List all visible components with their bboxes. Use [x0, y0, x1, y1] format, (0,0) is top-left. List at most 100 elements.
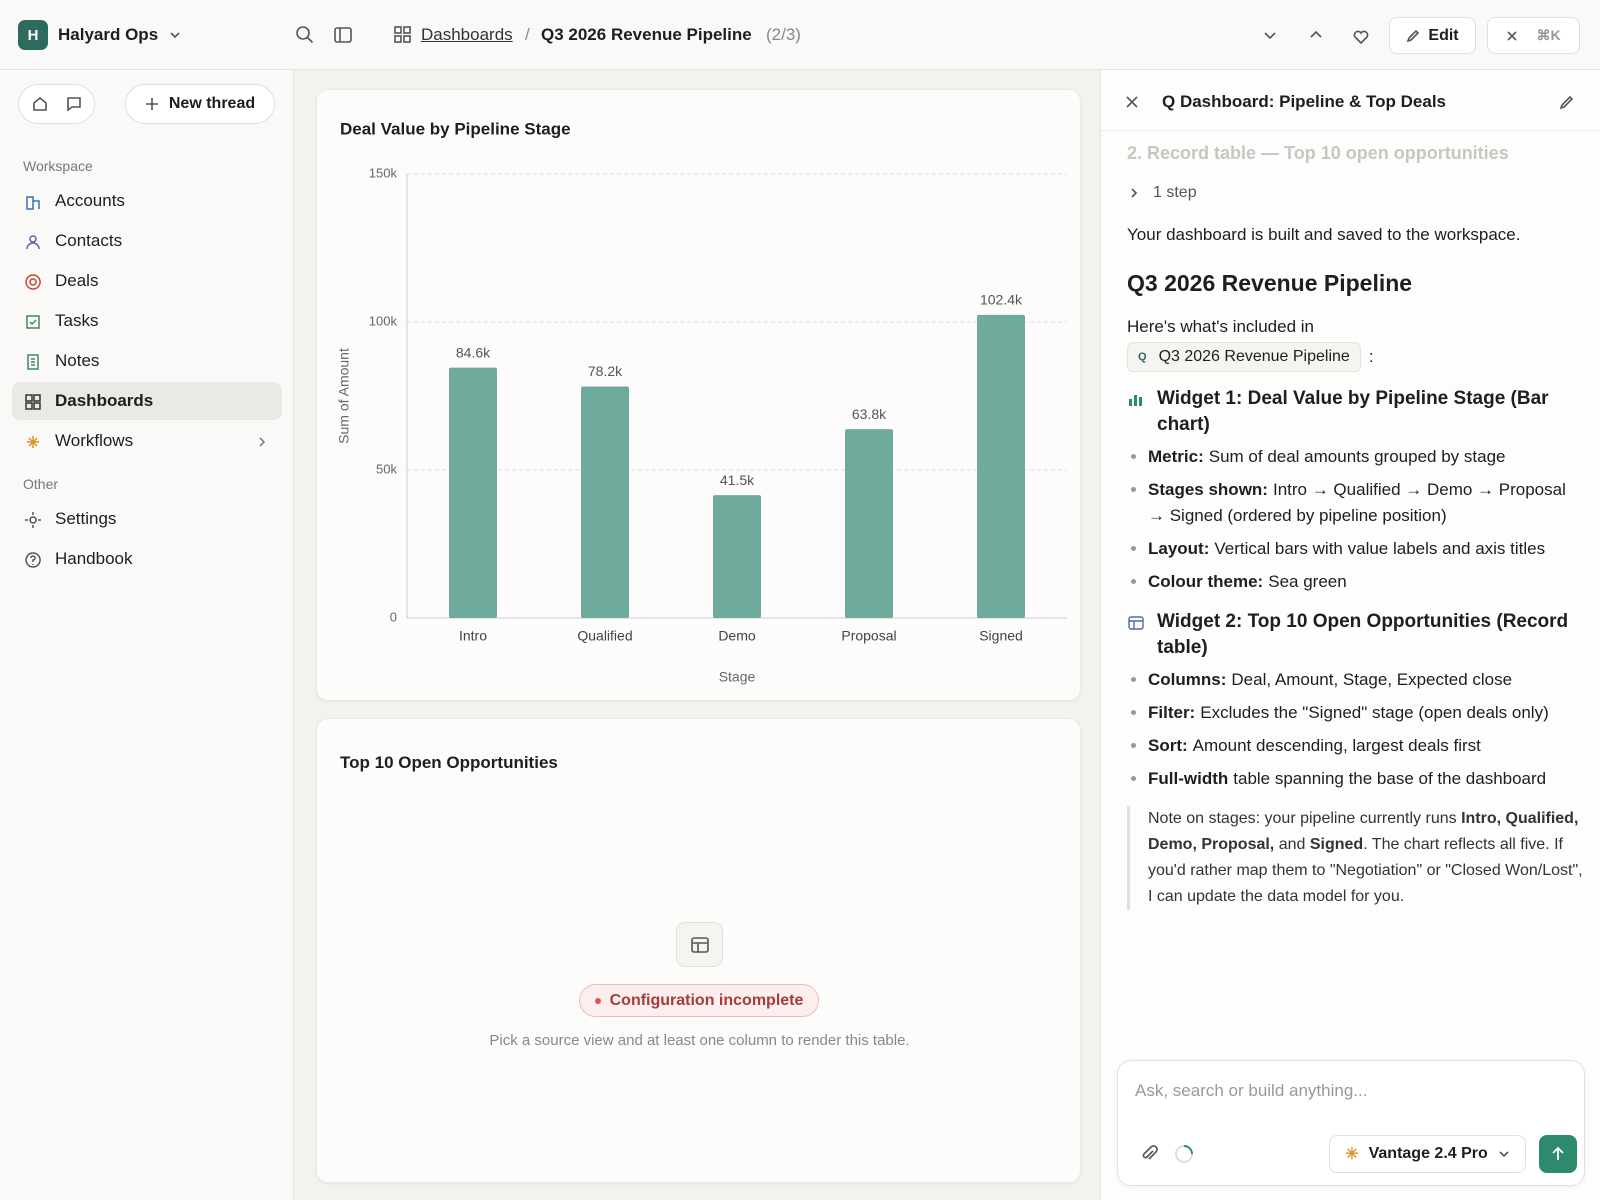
icon-bar [1134, 395, 1137, 406]
chip-label: Q3 2026 Revenue Pipeline [1158, 348, 1350, 365]
nav-item[interactable]: Handbook [12, 540, 282, 578]
bullet-label: Filter: [1148, 703, 1196, 722]
workspace-name[interactable]: Halyard Ops [58, 25, 159, 44]
x-axis-title: Stage [719, 669, 756, 685]
widget-heading: Widget 1: Deal Value by Pipeline Stage (… [1127, 386, 1587, 438]
shortcut: ⌘K [1536, 27, 1561, 43]
nav-icon [26, 315, 40, 329]
nav-icon [25, 512, 41, 528]
nav-icon [25, 552, 41, 568]
close-shortcut[interactable]: ⌘K [1487, 17, 1580, 54]
bullet: Layout:Vertical bars with value labels a… [1148, 536, 1587, 562]
nav-item[interactable]: Workflows [12, 422, 282, 460]
y-tick-label: 50k [376, 461, 397, 476]
table-card: Top 10 Open Opportunities Configuration … [316, 718, 1081, 1183]
bullet: Metric:Sum of deal amounts grouped by st… [1148, 444, 1587, 470]
widget-title: Widget 1: Deal Value by Pipeline Stage (… [1157, 388, 1549, 435]
y-axis-title: Sum of Amount [336, 348, 352, 444]
icon-path [25, 512, 41, 528]
bullet-text: Excludes the "Signed" stage (open deals … [1200, 703, 1549, 722]
value-label: 78.2k [588, 363, 623, 379]
chart: Deal Value by Pipeline Stage 0 50k 100k 150… [336, 119, 1067, 685]
table-icon [676, 922, 723, 967]
nav-item[interactable]: Tasks [12, 302, 282, 340]
steps-toggle[interactable]: 1 step [1127, 180, 1587, 206]
note-segment: Note on stages: your pipeline currently … [1148, 810, 1462, 827]
send-button[interactable] [1539, 1135, 1577, 1173]
icon-frame [1128, 616, 1144, 630]
nav-icon [27, 354, 39, 370]
bullet-text: Vertical bars with value labels and axis… [1214, 539, 1546, 558]
page-position: (2/3) [766, 25, 801, 44]
dashboard-icon [394, 26, 411, 43]
close-panel[interactable] [1125, 95, 1139, 109]
assistant-panel: Q Dashboard: Pipeline & Top Deals 2. Rec… [1100, 70, 1600, 1200]
favorite-button[interactable] [1351, 26, 1371, 46]
bullet-text: table spanning the base of the dashboard [1233, 769, 1547, 788]
nav-icon [26, 196, 40, 210]
icon-path [26, 196, 40, 210]
value-label: 84.6k [456, 344, 491, 360]
value-label: 102.4k [980, 292, 1023, 308]
nav-icon [25, 274, 41, 290]
search-icon[interactable] [295, 25, 315, 45]
nav-item[interactable]: Notes [12, 342, 282, 380]
panel-heading: Q3 2026 Revenue Pipeline [1127, 270, 1413, 296]
spinner [1175, 1145, 1193, 1163]
model-picker[interactable]: ✳ Vantage 2.4 Pro [1329, 1135, 1526, 1173]
nav-item[interactable]: Contacts [12, 222, 282, 260]
chevron[interactable] [168, 28, 182, 42]
attach-button[interactable] [1140, 1145, 1158, 1163]
chip-icon: Q [1138, 351, 1147, 363]
bar [977, 314, 1025, 618]
nav-item[interactable]: Settings [12, 500, 282, 538]
nav-item[interactable]: Deals [12, 262, 282, 300]
icon-bar [1129, 399, 1132, 406]
note-segment: . The chart reflects all five. If you'd … [1148, 836, 1588, 905]
sidebar: New thread Workspace Accounts Contacts Deal… [0, 70, 294, 1200]
composer-placeholder[interactable]: Ask, search or build anything... [1135, 1081, 1368, 1100]
x-tick-label: Intro [459, 628, 487, 644]
nav-item[interactable]: Dashboards [12, 382, 282, 420]
avatar[interactable]: H [18, 20, 48, 50]
widget-icon [1129, 395, 1142, 406]
breadcrumb-link[interactable]: Dashboards [421, 25, 513, 44]
y-tick-label: 100k [369, 313, 398, 328]
note-segment: and [1274, 836, 1310, 853]
edit-title[interactable] [1559, 94, 1575, 110]
panel-title: Q Dashboard: Pipeline & Top Deals [1162, 92, 1447, 111]
chart-card: Deal Value by Pipeline Stage 0 50k 100k 150… [316, 89, 1081, 701]
sidebar-toggle[interactable] [333, 25, 353, 45]
value-label: 63.8k [852, 406, 887, 422]
x-tick-label: Signed [979, 628, 1023, 644]
faded-step: 2. Record table — Top 10 open opportunit… [1127, 143, 1509, 163]
status-badge: Configuration incomplete [579, 984, 819, 1017]
nav-item[interactable]: Accounts [12, 182, 282, 220]
edit-button[interactable]: Edit [1389, 17, 1476, 54]
value-label: 41.5k [720, 472, 755, 488]
dashboard-chip[interactable]: Q Q3 2026 Revenue Pipeline [1127, 342, 1361, 372]
y-tick-label: 150k [369, 165, 398, 180]
chart-title: Deal Value by Pipeline Stage [340, 119, 571, 138]
table-hint: Pick a source view and at least one colu… [489, 1032, 910, 1049]
new-thread-button[interactable]: New thread [125, 84, 275, 124]
bullet: Colour theme:Sea green [1148, 569, 1587, 595]
icon-bar [1139, 397, 1142, 406]
bullet: Filter:Excludes the "Signed" stage (open… [1148, 700, 1587, 726]
bullet-text: Sea green [1268, 572, 1347, 591]
page-title: Q3 2026 Revenue Pipeline [541, 25, 752, 44]
bullet-list: Metric:Sum of deal amounts grouped by st… [1127, 444, 1587, 595]
edit-label: Edit [1428, 26, 1459, 44]
top-bar: H Halyard Ops Dashboards / Q3 2026 Reven… [0, 0, 1600, 70]
bar [581, 386, 629, 618]
icon-path [26, 315, 40, 329]
next-button[interactable] [1260, 25, 1280, 45]
icon-path [25, 552, 41, 568]
nav-icon [26, 235, 40, 250]
nav-pill[interactable] [18, 84, 95, 124]
composer[interactable]: Ask, search or build anything... ✳ Vantag… [1117, 1060, 1585, 1186]
nav-label: Handbook [55, 549, 133, 568]
prev-button[interactable] [1306, 25, 1326, 45]
bullet-list: Columns:Deal, Amount, Stage, Expected cl… [1127, 667, 1587, 792]
